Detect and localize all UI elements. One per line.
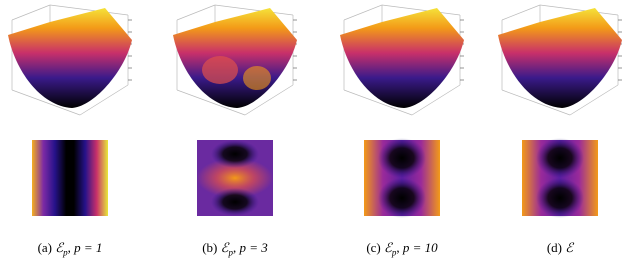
surface-ridge [243, 66, 271, 90]
heatmap-low [536, 138, 584, 178]
axis-line [501, 4, 541, 21]
caption-label: (b) [202, 240, 218, 255]
axis-line [79, 84, 129, 116]
surface [340, 8, 464, 108]
heatmap [32, 140, 108, 216]
caption-condition: p = 1 [74, 240, 103, 255]
axis-line [11, 89, 81, 116]
heatmap-low [536, 178, 584, 218]
heatmap-hot [197, 158, 273, 198]
surface [498, 8, 622, 108]
caption-subscript: p [228, 247, 234, 258]
surface-plot [8, 4, 132, 116]
axis-line [11, 4, 51, 21]
caption-symbol: ℰ [220, 240, 229, 255]
caption: (c) ℰp, p = 10 [366, 240, 438, 258]
caption-symbol: ℰ [384, 240, 392, 255]
heatmap [364, 138, 440, 218]
axis-line [343, 89, 413, 116]
axis-line [381, 4, 461, 16]
axis-line [176, 4, 216, 21]
caption-condition: p = 3 [239, 240, 268, 255]
axis-line [569, 84, 619, 116]
axis-line [49, 4, 129, 16]
axis-line [501, 89, 571, 116]
caption-label: (c) [366, 240, 381, 255]
heatmap-field [32, 140, 108, 216]
axis-line [244, 84, 294, 116]
caption: (a) ℰp, p = 1 [37, 240, 103, 258]
axis-line [214, 4, 294, 16]
caption-symbol: ℰ [565, 240, 574, 255]
surface-ridge [202, 56, 238, 84]
caption-symbol: ℰ [55, 240, 64, 255]
surface-plot [498, 4, 622, 116]
heatmap [197, 140, 273, 216]
heatmap-low [211, 140, 259, 168]
caption-condition: p = 10 [402, 240, 438, 255]
surface [8, 8, 132, 108]
caption-subscript: p [391, 247, 397, 258]
surface-plot [173, 4, 297, 116]
heatmap [522, 138, 598, 218]
surface [173, 8, 297, 108]
caption-label: (d) [546, 240, 563, 255]
axis-line [343, 4, 383, 21]
axis-line [411, 84, 461, 116]
caption: (d) ℰ [547, 240, 573, 256]
heatmap-low [211, 188, 259, 216]
caption-subscript: p [63, 247, 68, 258]
surface-plot [340, 4, 464, 116]
heatmap-low [378, 178, 426, 218]
axis-line [176, 89, 246, 116]
heatmap-low [378, 138, 426, 178]
caption-label: (a) [37, 240, 53, 255]
caption: (b) ℰp, p = 3 [202, 240, 268, 258]
axis-line [539, 4, 619, 16]
